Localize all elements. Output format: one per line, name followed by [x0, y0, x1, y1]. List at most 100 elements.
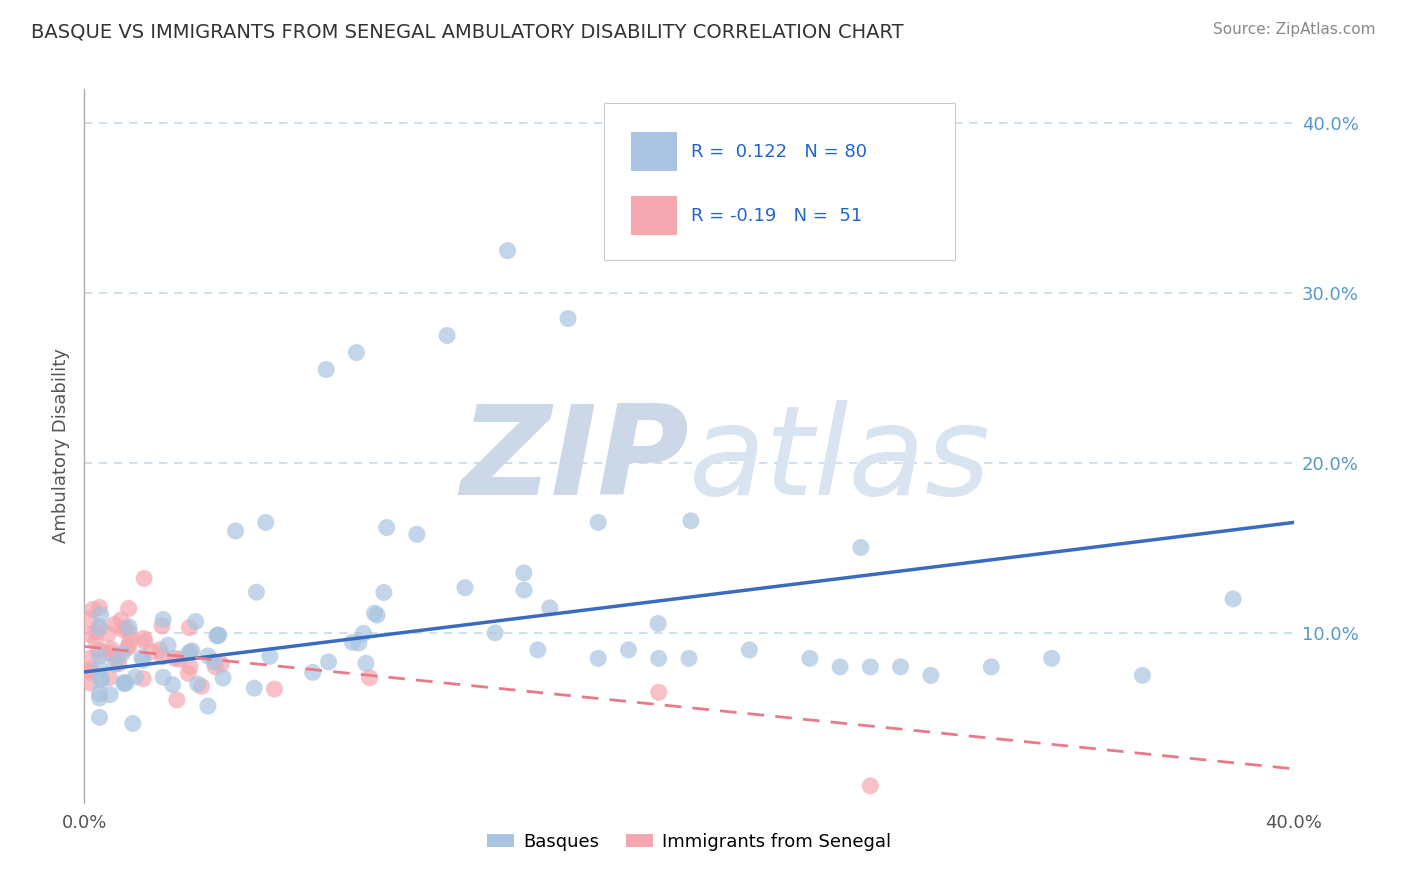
Point	[346, 345, 368, 359]
FancyBboxPatch shape	[605, 103, 955, 260]
Point	[152, 670, 174, 684]
Point	[104, 617, 127, 632]
Point	[134, 571, 156, 585]
Point	[112, 623, 135, 637]
Point	[84, 633, 107, 648]
Point	[98, 671, 121, 685]
Point	[79, 651, 101, 665]
Point	[484, 625, 506, 640]
Point	[205, 629, 228, 643]
Point	[301, 665, 323, 680]
Point	[115, 676, 138, 690]
Point	[89, 648, 111, 663]
Point	[104, 657, 127, 672]
Point	[209, 657, 232, 672]
Point	[134, 634, 156, 648]
Point	[849, 541, 872, 555]
Point	[315, 362, 337, 376]
Point	[190, 679, 212, 693]
Point	[678, 651, 700, 665]
Point	[105, 651, 128, 665]
Point	[118, 620, 141, 634]
Point	[647, 616, 669, 631]
Point	[157, 638, 180, 652]
Point	[208, 628, 231, 642]
Point	[112, 675, 135, 690]
Point	[100, 646, 122, 660]
Text: BASQUE VS IMMIGRANTS FROM SENEGAL AMBULATORY DISABILITY CORRELATION CHART: BASQUE VS IMMIGRANTS FROM SENEGAL AMBULA…	[31, 22, 904, 41]
Point	[263, 681, 285, 696]
Point	[82, 602, 104, 616]
Point	[454, 581, 477, 595]
Bar	[631, 132, 676, 171]
Point	[118, 626, 141, 640]
Point	[89, 620, 111, 634]
Point	[152, 649, 174, 664]
Point	[254, 516, 277, 530]
Point	[212, 671, 235, 685]
Point	[318, 655, 340, 669]
Point	[86, 625, 108, 640]
Point	[920, 668, 942, 682]
Point	[115, 621, 138, 635]
Point	[648, 651, 671, 665]
Point	[738, 643, 761, 657]
Point	[90, 672, 112, 686]
Point	[79, 612, 101, 626]
Point	[132, 632, 155, 646]
Point	[366, 608, 388, 623]
Point	[679, 514, 702, 528]
Point	[347, 636, 370, 650]
Point	[89, 710, 111, 724]
Point	[243, 681, 266, 695]
Point	[177, 646, 200, 660]
Point	[202, 655, 225, 669]
Point	[204, 659, 226, 673]
Text: R = -0.19   N =  51: R = -0.19 N = 51	[692, 207, 863, 225]
Text: R =  0.122   N = 80: R = 0.122 N = 80	[692, 143, 868, 161]
Y-axis label: Ambulatory Disability: Ambulatory Disability	[52, 349, 70, 543]
Point	[89, 662, 111, 676]
Text: ZIP: ZIP	[460, 400, 689, 521]
Point	[115, 641, 138, 656]
Point	[166, 693, 188, 707]
Point	[373, 585, 395, 599]
Point	[359, 671, 381, 685]
Point	[197, 699, 219, 714]
Point	[354, 657, 377, 671]
Point	[87, 620, 110, 634]
Point	[141, 644, 163, 658]
Point	[648, 685, 671, 699]
Point	[513, 582, 536, 597]
Legend: Basques, Immigrants from Senegal: Basques, Immigrants from Senegal	[479, 826, 898, 858]
Point	[89, 687, 111, 701]
Point	[184, 615, 207, 629]
Point	[859, 779, 882, 793]
Point	[111, 647, 134, 661]
Point	[363, 606, 385, 620]
Point	[406, 527, 429, 541]
Point	[538, 600, 561, 615]
Point	[980, 660, 1002, 674]
Point	[124, 670, 146, 684]
Point	[121, 716, 143, 731]
Point	[165, 651, 187, 665]
Point	[197, 648, 219, 663]
Point	[100, 641, 122, 656]
Point	[1130, 668, 1153, 682]
Point	[118, 639, 141, 653]
Point	[90, 607, 112, 622]
Point	[110, 613, 132, 627]
Point	[177, 666, 200, 681]
Point	[890, 660, 912, 674]
Point	[90, 673, 112, 688]
Point	[132, 672, 155, 686]
Point	[103, 648, 125, 662]
Point	[79, 676, 101, 690]
Point	[97, 626, 120, 640]
Point	[245, 585, 267, 599]
Point	[207, 628, 229, 642]
Point	[496, 244, 519, 258]
Point	[859, 660, 882, 674]
Point	[225, 524, 247, 538]
